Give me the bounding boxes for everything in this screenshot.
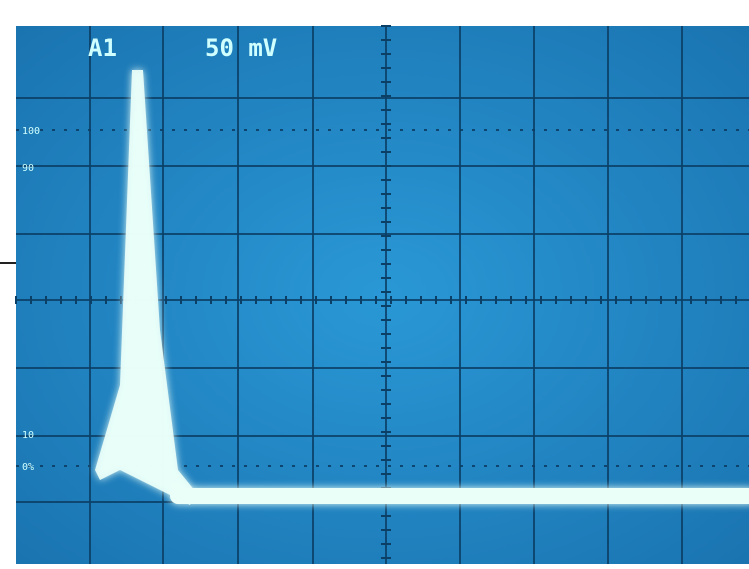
graticule-label-10: 10 bbox=[22, 430, 34, 441]
graticule-label-100: 100 bbox=[22, 126, 40, 137]
pulse-fill bbox=[95, 70, 196, 505]
channel-label: A1 bbox=[88, 34, 117, 62]
scale-label: 50 mV bbox=[205, 34, 277, 62]
graticule-label-0: 0% bbox=[22, 462, 34, 473]
signal-trace bbox=[95, 70, 749, 505]
graticule-label-90: 90 bbox=[22, 163, 34, 174]
